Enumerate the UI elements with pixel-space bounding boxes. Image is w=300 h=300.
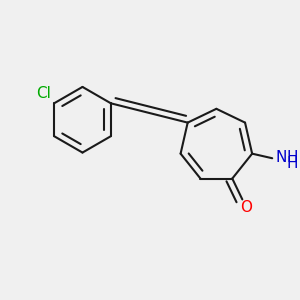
Text: O: O	[240, 200, 252, 215]
Text: H: H	[286, 156, 298, 171]
Text: N: N	[275, 149, 287, 164]
Text: H: H	[286, 149, 298, 164]
Text: Cl: Cl	[37, 86, 52, 101]
